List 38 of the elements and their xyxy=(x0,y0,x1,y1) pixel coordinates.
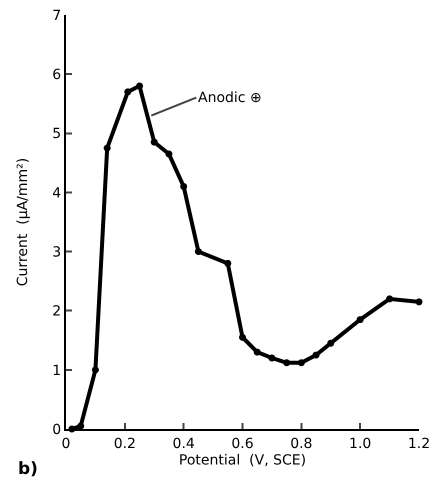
point xyxy=(298,359,305,366)
point xyxy=(416,298,422,306)
point xyxy=(386,295,394,302)
point xyxy=(77,422,84,430)
point xyxy=(180,183,188,190)
x-tick-label: 0.4 xyxy=(172,436,195,452)
y-tick-label: 7 xyxy=(52,8,62,24)
point xyxy=(165,150,172,158)
x-tick-label: 1.0 xyxy=(349,436,372,452)
y-tick-label: 2 xyxy=(52,304,62,320)
y-tick-label: 5 xyxy=(52,126,62,142)
y-axis-title: Current (μA/mm²) xyxy=(15,158,31,286)
point xyxy=(327,340,334,347)
point xyxy=(136,82,144,90)
y-tick-label: 4 xyxy=(52,185,62,202)
point xyxy=(92,366,99,374)
point xyxy=(224,260,232,267)
point xyxy=(356,316,364,324)
annotation: Anodic ⊕ xyxy=(198,90,262,106)
point xyxy=(239,334,246,341)
point xyxy=(268,354,276,362)
text: b) xyxy=(18,459,38,479)
point xyxy=(150,138,158,146)
point xyxy=(254,348,261,356)
x-tick-label: 0.2 xyxy=(114,436,136,452)
x-tick-label: 0.8 xyxy=(290,436,312,452)
point xyxy=(283,359,290,366)
y-tick-label: 0 xyxy=(52,422,62,438)
x-tick-label: 1.2 xyxy=(408,436,430,452)
y-tick-label: 3 xyxy=(52,244,62,260)
y-tick-label: 1 xyxy=(52,362,62,379)
x-tick-label: 0.6 xyxy=(231,436,254,452)
x-axis-title: Potential (V, SCE) xyxy=(178,452,306,469)
point xyxy=(194,248,202,256)
point xyxy=(104,144,111,152)
y-tick-label: 6 xyxy=(52,67,62,84)
point xyxy=(312,352,320,359)
point xyxy=(124,88,132,96)
